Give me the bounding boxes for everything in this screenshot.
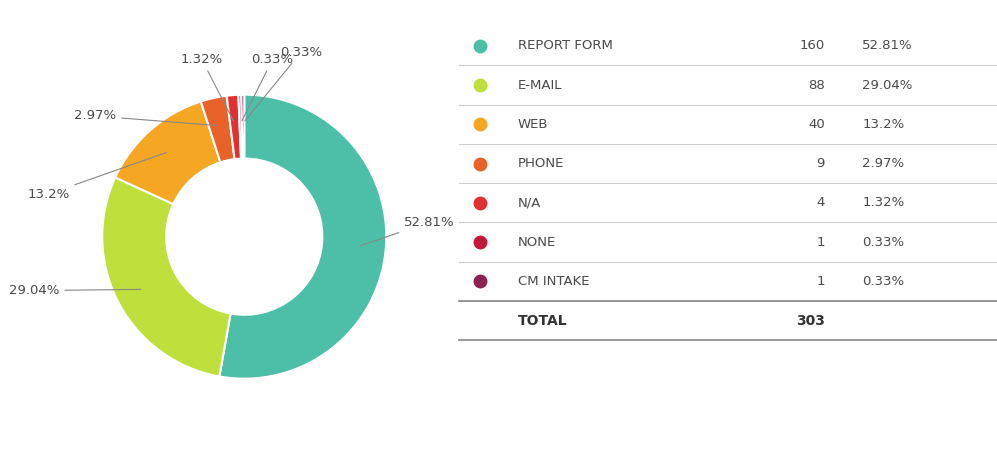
Text: 1.32%: 1.32% bbox=[862, 196, 904, 209]
Text: CM INTAKE: CM INTAKE bbox=[517, 275, 589, 288]
Text: 1: 1 bbox=[817, 275, 825, 288]
Text: N/A: N/A bbox=[517, 196, 541, 209]
Wedge shape bbox=[200, 96, 234, 163]
Text: 0.33%: 0.33% bbox=[862, 275, 904, 288]
Wedge shape bbox=[241, 95, 244, 158]
Wedge shape bbox=[103, 178, 230, 376]
Text: 0.33%: 0.33% bbox=[862, 236, 904, 249]
Text: 4: 4 bbox=[817, 196, 825, 209]
Text: 52.81%: 52.81% bbox=[862, 39, 913, 52]
Text: 40: 40 bbox=[808, 118, 825, 131]
Text: NONE: NONE bbox=[517, 236, 556, 249]
Text: 52.81%: 52.81% bbox=[360, 216, 455, 246]
Text: 0.33%: 0.33% bbox=[245, 45, 322, 121]
Wedge shape bbox=[219, 95, 386, 379]
Wedge shape bbox=[226, 95, 241, 159]
Text: 2.97%: 2.97% bbox=[862, 157, 904, 170]
Text: 0.33%: 0.33% bbox=[242, 53, 294, 121]
Text: TOTAL: TOTAL bbox=[517, 314, 567, 328]
Text: PHONE: PHONE bbox=[517, 157, 564, 170]
Text: REPORT FORM: REPORT FORM bbox=[517, 39, 613, 52]
Text: 1: 1 bbox=[817, 236, 825, 249]
Text: 1.32%: 1.32% bbox=[180, 53, 233, 121]
Text: 88: 88 bbox=[808, 79, 825, 92]
Text: 29.04%: 29.04% bbox=[862, 79, 913, 92]
Text: 303: 303 bbox=[796, 314, 825, 328]
Wedge shape bbox=[238, 95, 242, 158]
Text: 2.97%: 2.97% bbox=[74, 109, 217, 125]
Text: 13.2%: 13.2% bbox=[862, 118, 904, 131]
Text: E-MAIL: E-MAIL bbox=[517, 79, 562, 92]
Text: 29.04%: 29.04% bbox=[9, 284, 141, 297]
Wedge shape bbox=[116, 102, 220, 204]
Text: 9: 9 bbox=[817, 157, 825, 170]
Text: 160: 160 bbox=[800, 39, 825, 52]
Text: WEB: WEB bbox=[517, 118, 548, 131]
Text: 13.2%: 13.2% bbox=[27, 153, 166, 201]
